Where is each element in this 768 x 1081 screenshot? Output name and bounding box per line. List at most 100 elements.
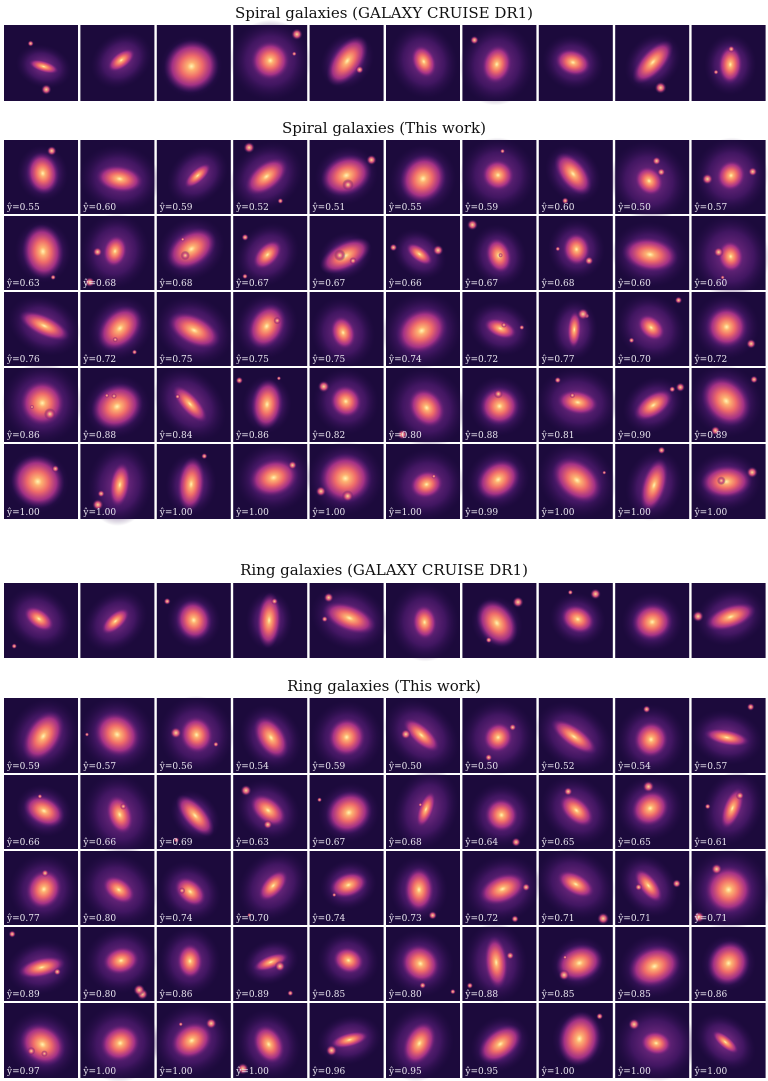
galaxy-core <box>705 602 757 632</box>
prediction-label: ŷ=0.89 <box>694 430 728 441</box>
galaxy-image <box>80 583 155 658</box>
field-source <box>323 592 334 603</box>
galaxy-core <box>19 1023 66 1066</box>
prediction-label: ŷ=0.60 <box>617 278 651 289</box>
galaxy-core <box>179 716 214 754</box>
prediction-label: ŷ=0.89 <box>6 989 40 1000</box>
prediction-label: ŷ=0.77 <box>6 913 40 924</box>
field-source <box>628 337 635 344</box>
prediction-label: ŷ=0.74 <box>159 913 193 924</box>
prediction-label: ŷ=1.00 <box>235 507 269 518</box>
field-source <box>41 84 52 95</box>
field-source <box>274 960 286 972</box>
galaxy-image: ŷ=0.80 <box>386 927 460 1001</box>
prediction-label: ŷ=0.73 <box>388 913 422 924</box>
galaxy-image: ŷ=1.00 <box>80 443 155 526</box>
field-source <box>27 40 34 47</box>
prediction-label: ŷ=0.57 <box>694 202 728 213</box>
field-source <box>291 51 297 57</box>
galaxy-image: ŷ=0.88 <box>462 922 537 1003</box>
galaxy-image: ŷ=0.50 <box>460 698 537 776</box>
field-source <box>97 490 105 498</box>
field-source <box>131 349 138 355</box>
galaxy-core <box>101 607 130 635</box>
galaxy-core <box>705 305 748 348</box>
galaxy-image <box>4 583 78 658</box>
galaxy-image: ŷ=0.75 <box>309 292 384 369</box>
field-source <box>180 237 185 242</box>
galaxy-image: ŷ=1.00 <box>233 1003 308 1080</box>
prediction-label: ŷ=0.50 <box>617 202 651 213</box>
field-source <box>213 741 219 748</box>
prediction-label: ŷ=0.89 <box>235 989 269 1000</box>
field-source <box>163 597 171 605</box>
field-source <box>467 219 478 231</box>
galaxy-core <box>634 868 663 903</box>
galaxy-image <box>459 23 537 106</box>
galaxy-image: ŷ=0.74 <box>156 851 231 925</box>
galaxy-image: ŷ=0.61 <box>691 770 766 849</box>
prediction-label: ŷ=0.88 <box>82 430 116 441</box>
field-source <box>277 198 284 204</box>
galaxy-image: ŷ=1.00 <box>80 1003 161 1081</box>
galaxy-image: ŷ=0.72 <box>691 292 766 366</box>
prediction-label: ŷ=0.72 <box>464 354 498 365</box>
field-source <box>133 984 145 996</box>
galaxy-core <box>258 869 289 902</box>
field-source <box>522 883 531 892</box>
galaxy-image: ŷ=0.89 <box>4 927 78 1001</box>
galaxy-core <box>630 789 670 827</box>
galaxy-image: ŷ=0.63 <box>4 216 78 290</box>
prediction-label: ŷ=0.88 <box>464 430 498 441</box>
galaxy-image: ŷ=0.96 <box>309 1003 384 1078</box>
prediction-label: ŷ=0.64 <box>464 837 498 848</box>
galaxy-image: ŷ=1.00 <box>307 441 384 519</box>
galaxy-core <box>406 242 433 266</box>
galaxy-image <box>309 25 384 101</box>
galaxy-core <box>252 239 283 270</box>
field-source <box>11 643 17 649</box>
galaxy-core <box>567 310 582 349</box>
galaxy-image: ŷ=0.52 <box>229 140 308 214</box>
galaxy-core <box>107 48 136 72</box>
prediction-label: ŷ=0.86 <box>159 989 193 1000</box>
galaxy-core <box>327 717 366 758</box>
field-source <box>92 247 103 257</box>
galaxy-core <box>28 59 59 74</box>
field-source <box>41 869 49 877</box>
field-source <box>511 915 519 923</box>
galaxy-core <box>400 943 441 984</box>
prediction-label: ŷ=0.52 <box>235 202 269 213</box>
prediction-label: ŷ=0.72 <box>464 913 498 924</box>
prediction-label: ŷ=1.00 <box>312 507 346 518</box>
galaxy-core <box>478 872 527 906</box>
field-source <box>355 65 364 74</box>
field-source <box>567 589 574 595</box>
galaxy-image: ŷ=0.68 <box>156 216 231 290</box>
field-source <box>237 1063 249 1075</box>
galaxy-image: ŷ=1.00 <box>614 1003 698 1081</box>
galaxy-image: ŷ=0.67 <box>233 216 308 290</box>
galaxy-image: ŷ=0.85 <box>538 927 613 1001</box>
galaxy-core <box>25 869 63 910</box>
galaxy-image <box>615 583 690 658</box>
galaxy-core <box>170 1021 213 1060</box>
galaxy-image: ŷ=0.57 <box>690 698 766 773</box>
galaxy-image: ŷ=1.00 <box>615 444 690 521</box>
field-source <box>727 45 735 53</box>
galaxy-image: ŷ=0.52 <box>535 698 613 773</box>
galaxy-image: ŷ=0.65 <box>615 775 690 849</box>
galaxy-core <box>102 946 140 975</box>
prediction-label: ŷ=0.80 <box>388 430 422 441</box>
galaxy-core <box>633 389 673 422</box>
galaxy-image: ŷ=0.70 <box>233 849 309 925</box>
prediction-label: ŷ=0.80 <box>82 989 116 1000</box>
galaxy-image: ŷ=0.88 <box>462 368 537 442</box>
galaxy-image: ŷ=0.71 <box>615 851 690 925</box>
galaxy-core <box>556 870 595 899</box>
field-source <box>247 912 252 918</box>
field-source <box>569 392 576 399</box>
galaxy-image: ŷ=0.99 <box>462 444 537 519</box>
field-source <box>84 277 95 287</box>
galaxy-core <box>562 232 591 266</box>
